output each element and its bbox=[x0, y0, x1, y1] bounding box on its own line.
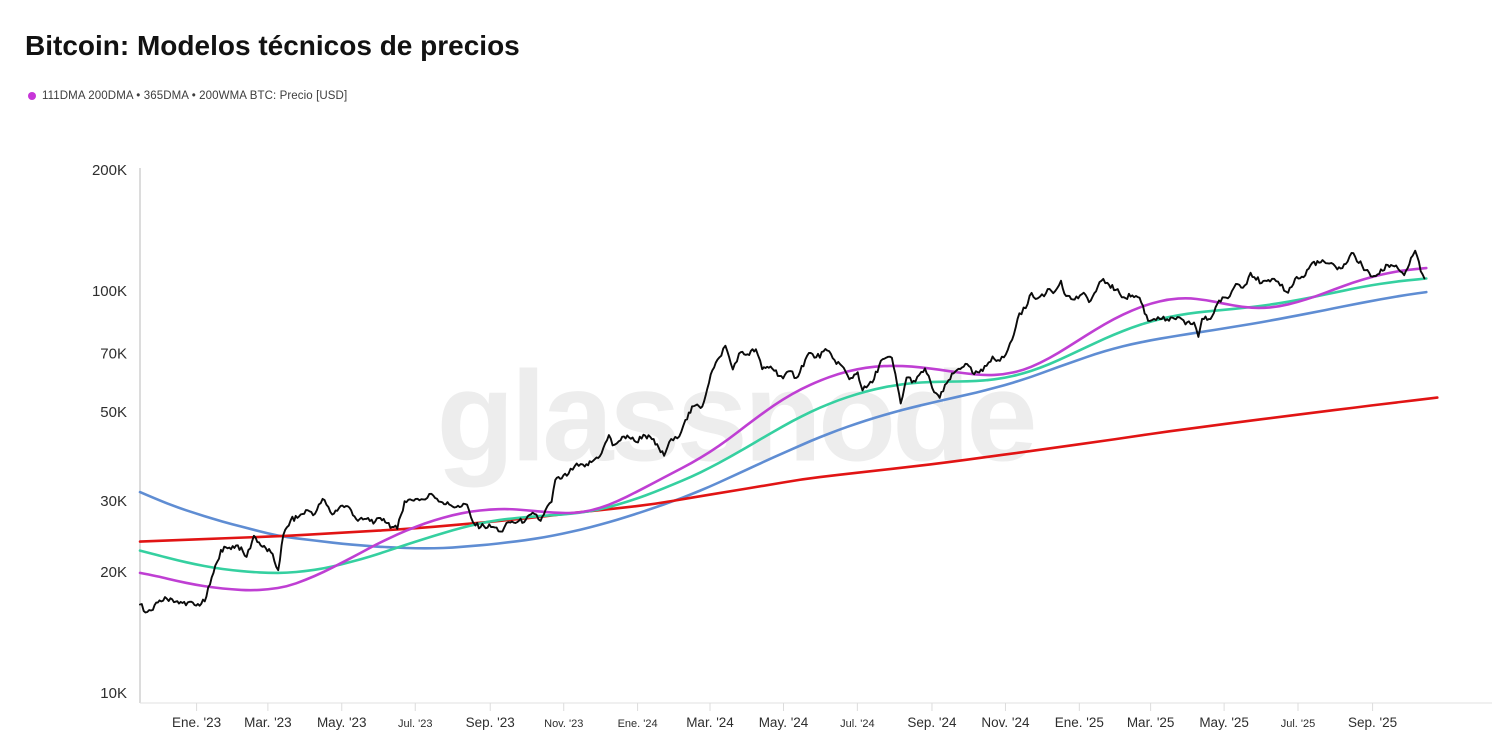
x-axis-label: Jul. '25 bbox=[1281, 718, 1316, 730]
btc-price-line bbox=[139, 249, 1426, 614]
page-title: Bitcoin: Modelos técnicos de precios bbox=[25, 30, 520, 61]
x-axis-label: Nov. '23 bbox=[544, 718, 583, 730]
y-axis-label: 30K bbox=[100, 493, 127, 510]
x-axis-label: Ene. '25 bbox=[1055, 715, 1104, 730]
x-axis-label: Jul. '24 bbox=[840, 718, 875, 730]
x-axis-label: Jul. '23 bbox=[398, 718, 433, 730]
x-axis-label: Ene. '23 bbox=[172, 715, 221, 730]
wma200-line bbox=[138, 396, 1439, 543]
dma365-line bbox=[138, 290, 1428, 550]
x-axis-label: Sep. '25 bbox=[1348, 715, 1397, 730]
y-axis-label: 10K bbox=[100, 685, 127, 702]
legend-label: 111DMA 200DMA • 365DMA • 200WMA BTC: Pre… bbox=[42, 90, 348, 102]
legend-series-dot bbox=[28, 92, 36, 100]
legend-series-toggle[interactable]: 111DMA 200DMA • 365DMA • 200WMA BTC: Pre… bbox=[28, 90, 347, 102]
x-axis-label: Mar. '24 bbox=[686, 715, 734, 730]
y-axis-label: 20K bbox=[100, 564, 127, 581]
y-axis-label: 50K bbox=[100, 404, 127, 421]
x-axis-label: Nov. '24 bbox=[981, 715, 1030, 730]
y-axis-label: 200K bbox=[92, 162, 127, 179]
y-axis-label: 100K bbox=[92, 283, 127, 300]
x-axis-label: May. '23 bbox=[317, 715, 367, 730]
x-axis-label: Sep. '24 bbox=[907, 715, 957, 730]
y-axis-label: 70K bbox=[100, 345, 127, 362]
x-axis-label: May. '25 bbox=[1199, 715, 1249, 730]
dma111-line bbox=[138, 266, 1428, 592]
x-axis-label: Mar. '23 bbox=[244, 715, 292, 730]
x-axis-label: Mar. '25 bbox=[1127, 715, 1175, 730]
x-axis-label: Ene. '24 bbox=[618, 718, 658, 730]
dma200-line bbox=[138, 277, 1428, 575]
x-axis-label: Sep. '23 bbox=[466, 715, 515, 730]
x-axis-label: May. '24 bbox=[759, 715, 809, 730]
